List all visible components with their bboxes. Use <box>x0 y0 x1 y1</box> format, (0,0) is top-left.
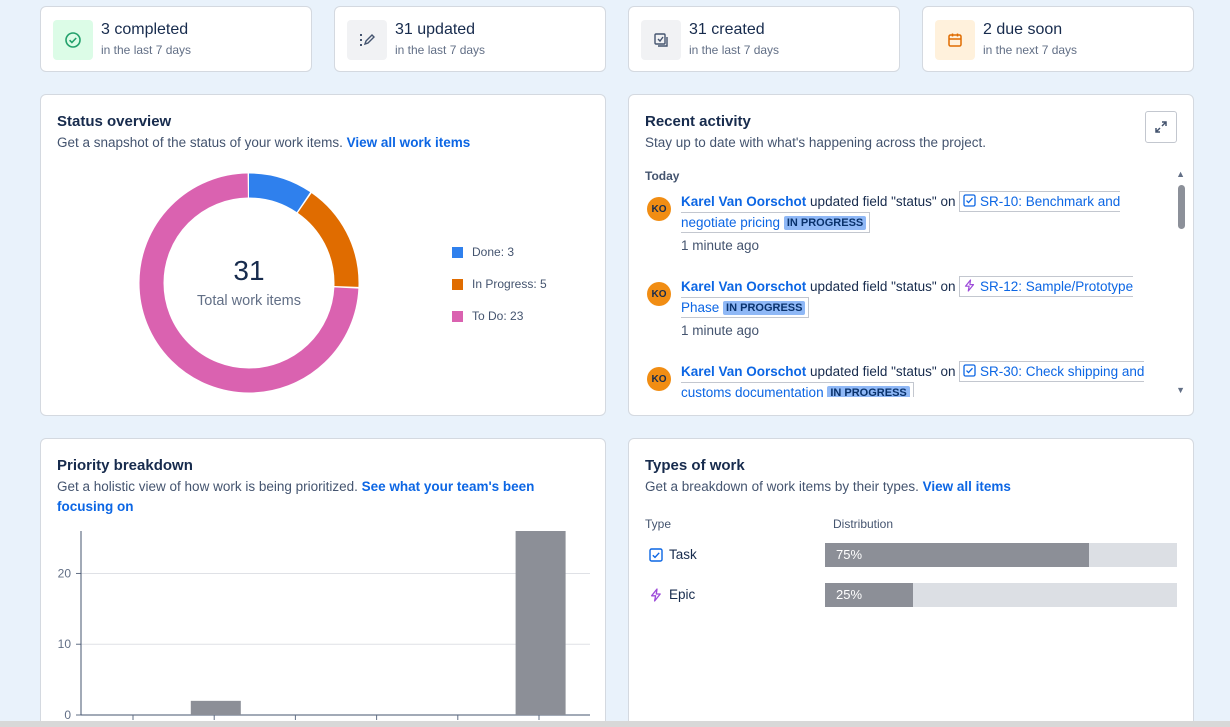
column-header-type: Type <box>645 517 672 531</box>
scroll-down-arrow[interactable]: ▼ <box>1176 385 1185 395</box>
status-lozenge: IN PROGRESS <box>827 386 910 397</box>
avatar[interactable]: KO <box>647 282 671 306</box>
stat-card-completed[interactable]: 3 completed in the last 7 days <box>40 6 312 72</box>
edit-icon <box>347 20 387 60</box>
epic-icon <box>965 279 975 292</box>
activity-text: Karel Van Oorschot updated field "status… <box>681 361 1163 397</box>
y-tick-label: 10 <box>58 637 72 651</box>
panel-title: Recent activity <box>645 113 751 130</box>
expand-icon <box>1155 121 1167 133</box>
panel-title: Types of work <box>645 457 745 474</box>
legend-item-to-do: To Do: 23 <box>452 309 523 323</box>
create-icon <box>641 20 681 60</box>
task-icon <box>649 547 663 562</box>
team-focus-link[interactable]: See what your team's been focusing on <box>57 479 535 514</box>
donut-total: 31 <box>233 255 265 286</box>
stat-title: 31 updated <box>395 21 476 38</box>
scrollbar-thumb[interactable] <box>1178 185 1185 229</box>
view-all-work-items-link[interactable]: View all work items <box>346 135 471 150</box>
task-icon <box>963 194 976 207</box>
status-donut-chart <box>139 173 359 393</box>
donut-segment-2[interactable] <box>139 173 359 393</box>
distribution-bar-task: 75% <box>825 543 1177 567</box>
view-all-items-link[interactable]: View all items <box>922 479 1011 494</box>
column-header-distribution: Distribution <box>833 517 894 531</box>
distribution-bar-epic: 25% <box>825 583 1177 607</box>
activity-time: 1 minute ago <box>681 238 760 253</box>
stat-card-created[interactable]: 31 created in the last 7 days <box>628 6 900 72</box>
donut-total-label: Total work items <box>197 293 301 309</box>
types-of-work-panel: Types of work Get a breakdown of work it… <box>628 438 1194 727</box>
recent-activity-panel: Recent activity Stay up to date with wha… <box>628 94 1194 416</box>
priority-breakdown-panel: Priority breakdown Get a holistic view o… <box>40 438 606 727</box>
priority-bar-chart: 0 10 20 <box>58 531 590 722</box>
stat-card-updated[interactable]: 31 updated in the last 7 days <box>334 6 606 72</box>
activity-text: Karel Van Oorschot updated field "status… <box>681 191 1163 233</box>
donut-segment-0[interactable] <box>139 173 359 393</box>
avatar[interactable]: KO <box>647 367 671 391</box>
stat-title: 2 due soon <box>983 21 1063 38</box>
stat-card-due-soon[interactable]: 2 due soon in the next 7 days <box>922 6 1194 72</box>
panel-title: Status overview <box>57 113 172 130</box>
status-lozenge: IN PROGRESS <box>723 301 806 315</box>
stat-subtitle: in the next 7 days <box>983 43 1078 57</box>
y-tick-label: 0 <box>64 708 71 722</box>
calendar-icon <box>935 20 975 60</box>
stat-subtitle: in the last 7 days <box>689 43 780 57</box>
activity-user-link[interactable]: Karel Van Oorschot <box>681 364 807 379</box>
check-circle-icon <box>53 20 93 60</box>
distribution-bar-fill: 25% <box>825 583 913 607</box>
donut-segment-1[interactable] <box>139 173 359 393</box>
task-icon <box>963 364 976 377</box>
panel-subtitle: Stay up to date with what's happening ac… <box>645 135 987 150</box>
activity-time: 1 minute ago <box>681 323 760 338</box>
issue-link[interactable]: SR-30: Check shipping and customs docume… <box>681 361 1145 397</box>
type-row-epic[interactable]: Epic <box>649 587 695 602</box>
stat-subtitle: in the last 7 days <box>101 43 192 57</box>
bar[interactable] <box>515 531 566 715</box>
legend-item-done: Done: 3 <box>452 245 514 259</box>
issue-link[interactable]: SR-12: Sample/Prototype Phase IN PROGRES… <box>681 276 1134 318</box>
status-lozenge: IN PROGRESS <box>783 216 867 230</box>
scroll-up-arrow[interactable]: ▲ <box>1176 169 1185 179</box>
distribution-bar-fill: 75% <box>825 543 1089 567</box>
avatar[interactable]: KO <box>647 197 671 221</box>
activity-list: KO Karel Van Oorschot updated field "sta… <box>629 191 1169 397</box>
stat-title: 31 created <box>689 21 765 38</box>
epic-icon <box>650 587 661 602</box>
panel-subtitle: Get a holistic view of how work is being… <box>57 479 535 514</box>
panel-title: Priority breakdown <box>57 457 193 474</box>
issue-link[interactable]: SR-10: Benchmark and negotiate pricing I… <box>681 191 1121 233</box>
activity-text: Karel Van Oorschot updated field "status… <box>681 276 1163 318</box>
stat-subtitle: in the last 7 days <box>395 43 486 57</box>
y-tick-label: 20 <box>58 566 72 580</box>
status-overview-panel: Status overview Get a snapshot of the st… <box>40 94 606 416</box>
bar[interactable] <box>190 700 241 715</box>
stat-title: 3 completed <box>101 21 189 38</box>
legend-item-in-progress: In Progress: 5 <box>452 277 547 291</box>
activity-user-link[interactable]: Karel Van Oorschot <box>681 279 807 294</box>
activity-user-link[interactable]: Karel Van Oorschot <box>681 194 807 209</box>
panel-subtitle: Get a breakdown of work items by their t… <box>645 479 1011 494</box>
expand-button[interactable] <box>1145 111 1177 143</box>
type-row-task[interactable]: Task <box>649 547 697 562</box>
panel-subtitle: Get a snapshot of the status of your wor… <box>57 135 471 150</box>
activity-day-heading: Today <box>645 169 680 183</box>
horizontal-scrollbar[interactable] <box>0 721 1230 727</box>
